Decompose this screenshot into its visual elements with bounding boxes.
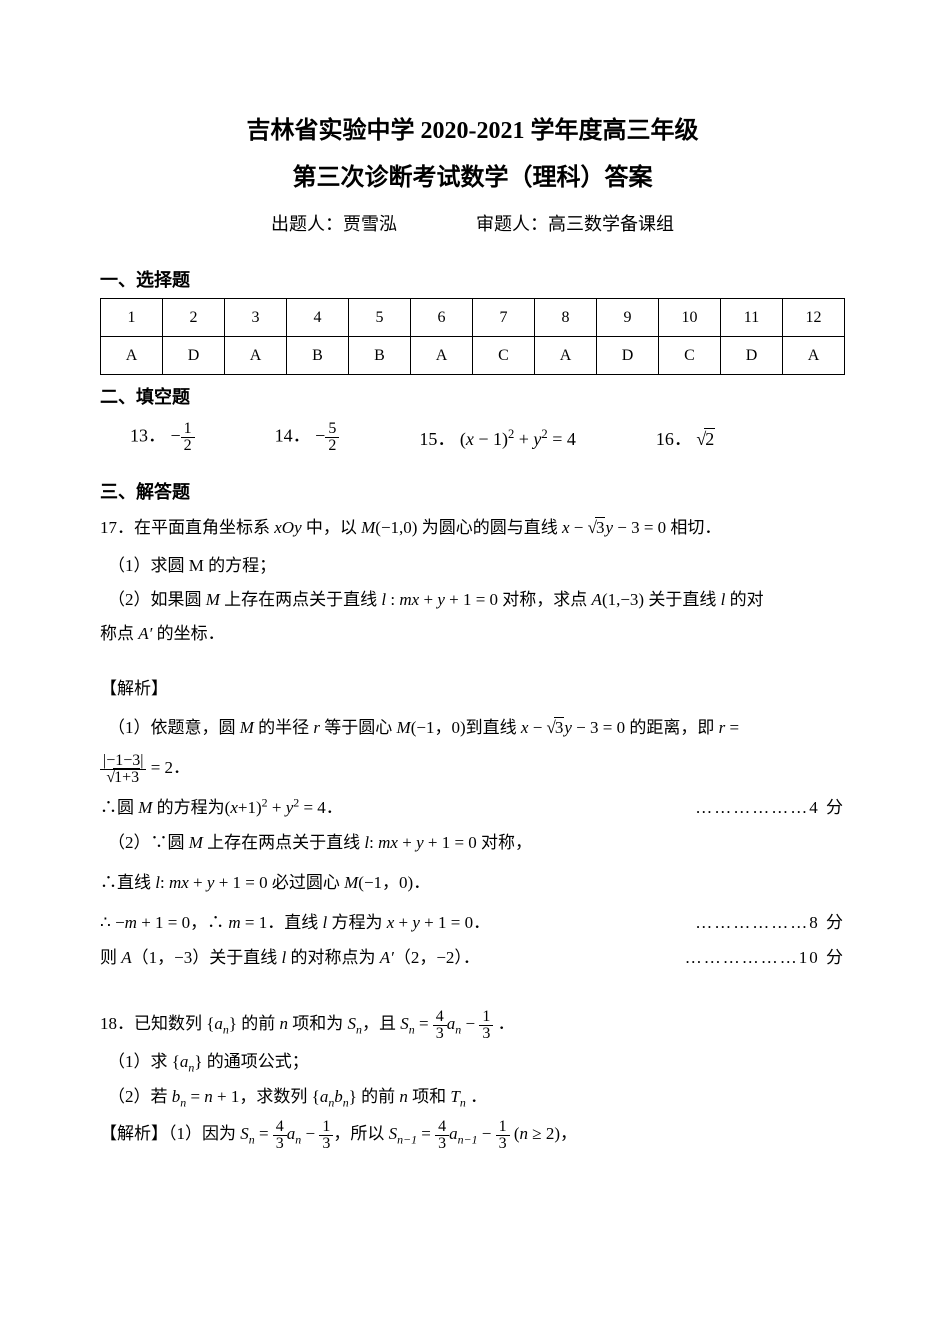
reviewer-label: 审题人： [476, 214, 548, 234]
fillin-15: 15． (x − 1)2 + y2 = 4 [419, 425, 576, 451]
table-cell: C [659, 337, 721, 375]
q18-number: 18． [100, 1014, 134, 1033]
table-cell: D [721, 337, 783, 375]
table-cell: C [473, 337, 535, 375]
q17-sol2-l3-row: ∴ −m + 1 = 0，∴ m = 1．直线 l 方程为 x + y + 1 … [100, 905, 845, 941]
q18-stem: 18．已知数列 {an} 的前 n 项和为 Sn，且 Sn = 43an − 1… [100, 1006, 845, 1042]
q17-part2-l2: 称点 A′ 的坐标． [100, 618, 845, 650]
score-4: ………………4 分 [695, 790, 845, 826]
q17-sol2-l3: ∴ −m + 1 = 0，∴ m = 1．直线 l 方程为 x + y + 1 … [100, 905, 490, 941]
table-cell: A [225, 337, 287, 375]
page-title: 吉林省实验中学 2020-2021 学年度高三年级 [100, 110, 845, 145]
reviewer-name: 高三数学备课组 [548, 214, 674, 234]
q17-sol1-result: ∴圆 M 的方程为(x+1)2 + y2 = 4． [100, 790, 343, 826]
setter-name: 贾雪泓 [343, 214, 397, 234]
table-cell: 11 [721, 299, 783, 337]
q17-sol1-result-row: ∴圆 M 的方程为(x+1)2 + y2 = 4． ………………4 分 [100, 790, 845, 826]
score-8: ………………8 分 [695, 905, 845, 941]
fillin-number: 13． [130, 426, 166, 446]
authors-line: 出题人：贾雪泓 审题人：高三数学备课组 [100, 210, 845, 236]
q17-part1: （1）求圆 M 的方程； [108, 550, 845, 582]
table-row: 1 2 3 4 5 6 7 8 9 10 11 12 [101, 299, 845, 337]
table-cell: 12 [783, 299, 845, 337]
q17-sol1-frac: |−1−3|1+3 = 2． [100, 750, 845, 786]
fillin-13: 13． −12 [130, 421, 195, 454]
table-cell: A [411, 337, 473, 375]
fillin-number: 16． [656, 429, 692, 449]
page-subtitle: 第三次诊断考试数学（理科）答案 [100, 157, 845, 192]
table-cell: B [287, 337, 349, 375]
table-cell: A [783, 337, 845, 375]
table-cell: A [101, 337, 163, 375]
table-cell: A [535, 337, 597, 375]
table-cell: B [349, 337, 411, 375]
q17-sol2-l4-row: 则 A（1，−3）关于直线 l 的对称点为 A′（2，−2）． ………………10… [100, 940, 845, 976]
q18-solution-label: 【解析】 [100, 1124, 168, 1143]
section3-heading: 三、解答题 [100, 478, 845, 504]
section2-heading: 二、填空题 [100, 383, 845, 409]
setter-label: 出题人： [271, 214, 343, 234]
q18-solution: 【解析】（1）因为 Sn = 43an − 13，所以 Sn−1 = 43an−… [100, 1116, 845, 1152]
mcq-answer-table: 1 2 3 4 5 6 7 8 9 10 11 12 A D A B B A C… [100, 298, 845, 375]
fillin-16: 16． 2 [656, 425, 715, 451]
table-cell: D [597, 337, 659, 375]
q17-sol1-l1: （1）依题意，圆 M 的半径 r 等于圆心 M(−1，0)到直线 x − 3y … [108, 710, 845, 746]
table-cell: 5 [349, 299, 411, 337]
q18-part1: （1）求 {an} 的通项公式； [108, 1046, 845, 1079]
table-cell: D [163, 337, 225, 375]
table-cell: 1 [101, 299, 163, 337]
table-cell: 10 [659, 299, 721, 337]
table-cell: 8 [535, 299, 597, 337]
q17-sol2-l4: 则 A（1，−3）关于直线 l 的对称点为 A′（2，−2）． [100, 940, 480, 976]
table-cell: 6 [411, 299, 473, 337]
q17-stem: 17．在平面直角坐标系 xOy 中，以 M(−1,0) 为圆心的圆与直线 x −… [100, 510, 845, 546]
table-row: A D A B B A C A D C D A [101, 337, 845, 375]
table-cell: 3 [225, 299, 287, 337]
q18-part2: （2）若 bn = n + 1，求数列 {anbn} 的前 n 项和 Tn ． [108, 1081, 845, 1114]
table-cell: 4 [287, 299, 349, 337]
q17-sol2-l2: ∴直线 l: mx + y + 1 = 0 必过圆心 M(−1，0)． [100, 865, 845, 901]
fillin-number: 15． [419, 429, 455, 449]
q17-number: 17． [100, 518, 134, 537]
q17-solution-label: 【解析】 [100, 671, 845, 707]
q17-sol2-l1: （2）∵圆 M 上存在两点关于直线 l: mx + y + 1 = 0 对称， [108, 825, 845, 861]
q17-part2-l1: （2）如果圆 M 上存在两点关于直线 l : mx + y + 1 = 0 对称… [108, 584, 845, 616]
table-cell: 7 [473, 299, 535, 337]
fillin-row: 13． −12 14． −52 15． (x − 1)2 + y2 = 4 16… [130, 421, 845, 454]
score-10: ………………10 分 [685, 940, 845, 976]
fillin-14: 14． −52 [275, 421, 340, 454]
fillin-number: 14． [275, 426, 311, 446]
table-cell: 9 [597, 299, 659, 337]
table-cell: 2 [163, 299, 225, 337]
section1-heading: 一、选择题 [100, 266, 845, 292]
